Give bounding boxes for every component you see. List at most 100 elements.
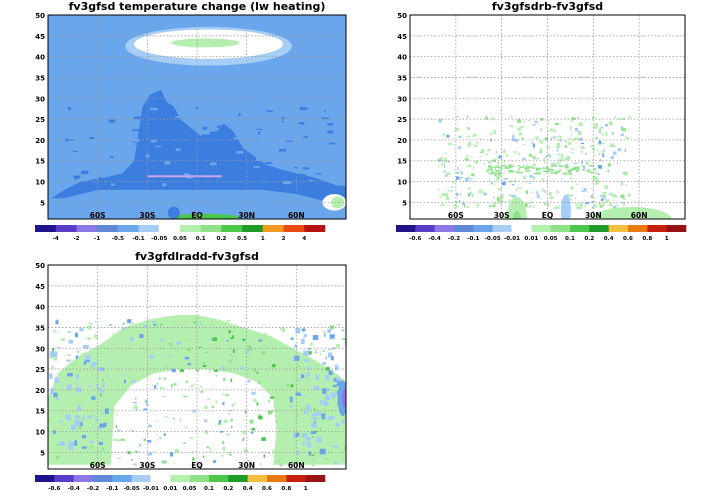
field-cell [529, 174, 533, 178]
field-cell [443, 158, 448, 162]
field-cell [536, 194, 540, 198]
field-cell [170, 145, 177, 148]
field-cell [506, 153, 509, 157]
colorbar-swatch [76, 225, 98, 232]
field-cell [551, 165, 558, 167]
field-cell [92, 408, 96, 410]
field-cell [576, 167, 580, 170]
colorbar-label: 0.8 [281, 486, 291, 492]
field-cell [130, 429, 135, 432]
field-cell [134, 375, 136, 377]
plot-frame [409, 14, 686, 220]
colorbar-swatch [511, 224, 533, 233]
field-cell [206, 446, 210, 449]
field-cell [478, 189, 482, 194]
field-cell [184, 339, 188, 341]
x-tick-label: 30N [238, 461, 255, 470]
colorbar-label: -0.2 [87, 486, 99, 492]
field-cell [308, 348, 311, 351]
field-cell [253, 115, 257, 117]
field-cell [74, 363, 76, 366]
field-cell [493, 158, 497, 161]
field-cell [446, 172, 451, 175]
field-cell [623, 172, 627, 176]
field-cell [170, 148, 173, 150]
field-cell [199, 464, 201, 468]
colorbar-label: -1 [94, 236, 100, 242]
field-cell [332, 415, 335, 419]
field-cell [56, 347, 61, 349]
field-cell [476, 204, 478, 209]
field-cell [222, 393, 227, 396]
x-tick-label: 30S [494, 211, 510, 220]
field-cell [453, 204, 456, 208]
field-cell [88, 404, 92, 408]
field-cell [169, 452, 174, 457]
field-cell [104, 381, 107, 385]
colorbar-label: 0.05 [173, 236, 187, 242]
field-cell [228, 360, 232, 363]
field-cell [303, 167, 310, 170]
field-cell [498, 172, 501, 176]
field-cell [570, 168, 575, 171]
field-cell [561, 178, 563, 181]
field-cell [624, 148, 626, 153]
field-cell [557, 145, 560, 149]
field-cell [593, 125, 598, 129]
field-cell [304, 403, 306, 406]
field-cell [572, 139, 575, 142]
field-cell [289, 396, 293, 403]
field-cell [550, 196, 554, 199]
field-cell [576, 170, 579, 172]
field-cell [74, 440, 78, 447]
field-cell [179, 418, 182, 422]
field-cell [121, 142, 124, 146]
colorbar-label: 0.05 [544, 236, 558, 242]
field-cell [139, 443, 142, 447]
y-tick-label: 40 [35, 304, 45, 312]
field-cell [624, 184, 628, 186]
field-cell [513, 179, 516, 183]
field-cell [459, 192, 462, 196]
field-cell [81, 416, 85, 421]
field-cell [512, 184, 514, 186]
field-cell [441, 193, 446, 197]
field-cell [133, 405, 138, 410]
x-tick-label: 60N [631, 211, 648, 220]
field-cell [459, 200, 461, 203]
field-cell [602, 193, 607, 198]
field-cell [621, 201, 624, 204]
colorbar-label: -0.05 [124, 486, 140, 492]
field-cell [595, 180, 599, 185]
field-cell [313, 421, 317, 424]
field-cell [525, 170, 531, 172]
field-cell [580, 150, 583, 153]
colorbar-swatch [492, 225, 513, 232]
field-cell [331, 398, 336, 400]
field-cell [67, 453, 72, 456]
field-cell [102, 378, 105, 382]
field-cell [59, 441, 65, 446]
field-cell [316, 116, 324, 120]
field-cell [66, 384, 72, 391]
field-cell [565, 117, 567, 119]
field-cell [546, 203, 550, 207]
field-cell [122, 322, 125, 326]
field-cell [90, 440, 95, 444]
field-cell [49, 357, 54, 359]
field-cell [602, 202, 605, 206]
field-cell [185, 380, 189, 384]
colorbar-label: 0.2 [223, 486, 233, 492]
field-cell [155, 145, 162, 148]
field-cell [295, 328, 301, 334]
field-cell [300, 122, 305, 125]
field-cell [490, 132, 493, 135]
field-cell [325, 394, 331, 400]
field-cell [492, 172, 496, 174]
colorbar-label: 2 [282, 236, 286, 242]
field-cell [599, 127, 602, 131]
field-cell [335, 377, 340, 380]
field-cell [500, 198, 503, 203]
colorbar-swatch [138, 225, 160, 232]
field-cell [584, 205, 586, 208]
